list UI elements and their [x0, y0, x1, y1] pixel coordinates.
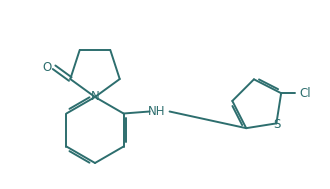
Text: O: O — [43, 61, 52, 74]
Text: N: N — [91, 90, 99, 102]
Text: Cl: Cl — [299, 87, 311, 100]
Text: NH: NH — [148, 105, 165, 118]
Text: S: S — [274, 118, 281, 131]
